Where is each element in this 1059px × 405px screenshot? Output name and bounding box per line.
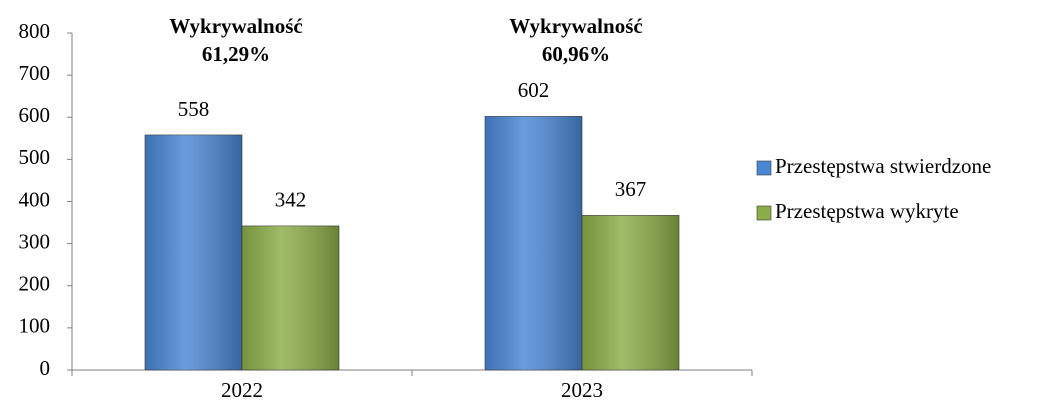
x-tick-label: 2022 <box>221 378 263 402</box>
y-tick-label: 600 <box>19 103 51 127</box>
y-tick-label: 700 <box>19 61 51 85</box>
y-tick-label: 200 <box>19 272 51 296</box>
annotation-value: 61,29% <box>202 42 270 66</box>
annotation-label: Wykrywalność <box>169 14 302 38</box>
y-tick-label: 500 <box>19 145 51 169</box>
annotation-value: 60,96% <box>542 42 610 66</box>
bar <box>241 225 340 371</box>
y-tick-label: 300 <box>19 229 51 253</box>
bar <box>581 215 680 371</box>
legend-swatch <box>756 160 772 176</box>
y-tick-label: 100 <box>19 314 51 338</box>
data-label: 602 <box>518 78 550 102</box>
legend-swatch <box>756 205 772 221</box>
data-label: 342 <box>275 188 307 212</box>
bar <box>144 134 243 371</box>
y-tick-label: 800 <box>19 19 51 43</box>
x-tick-label: 2023 <box>561 378 603 402</box>
data-label: 367 <box>615 177 647 201</box>
legend-label: Przestępstwa stwierdzone <box>775 154 991 178</box>
legend-label: Przestępstwa wykryte <box>775 199 959 223</box>
y-tick-label: 0 <box>40 356 51 380</box>
y-tick-label: 400 <box>19 187 51 211</box>
annotation-label: Wykrywalność <box>509 14 642 38</box>
data-label: 558 <box>178 97 210 121</box>
bar <box>484 116 583 371</box>
